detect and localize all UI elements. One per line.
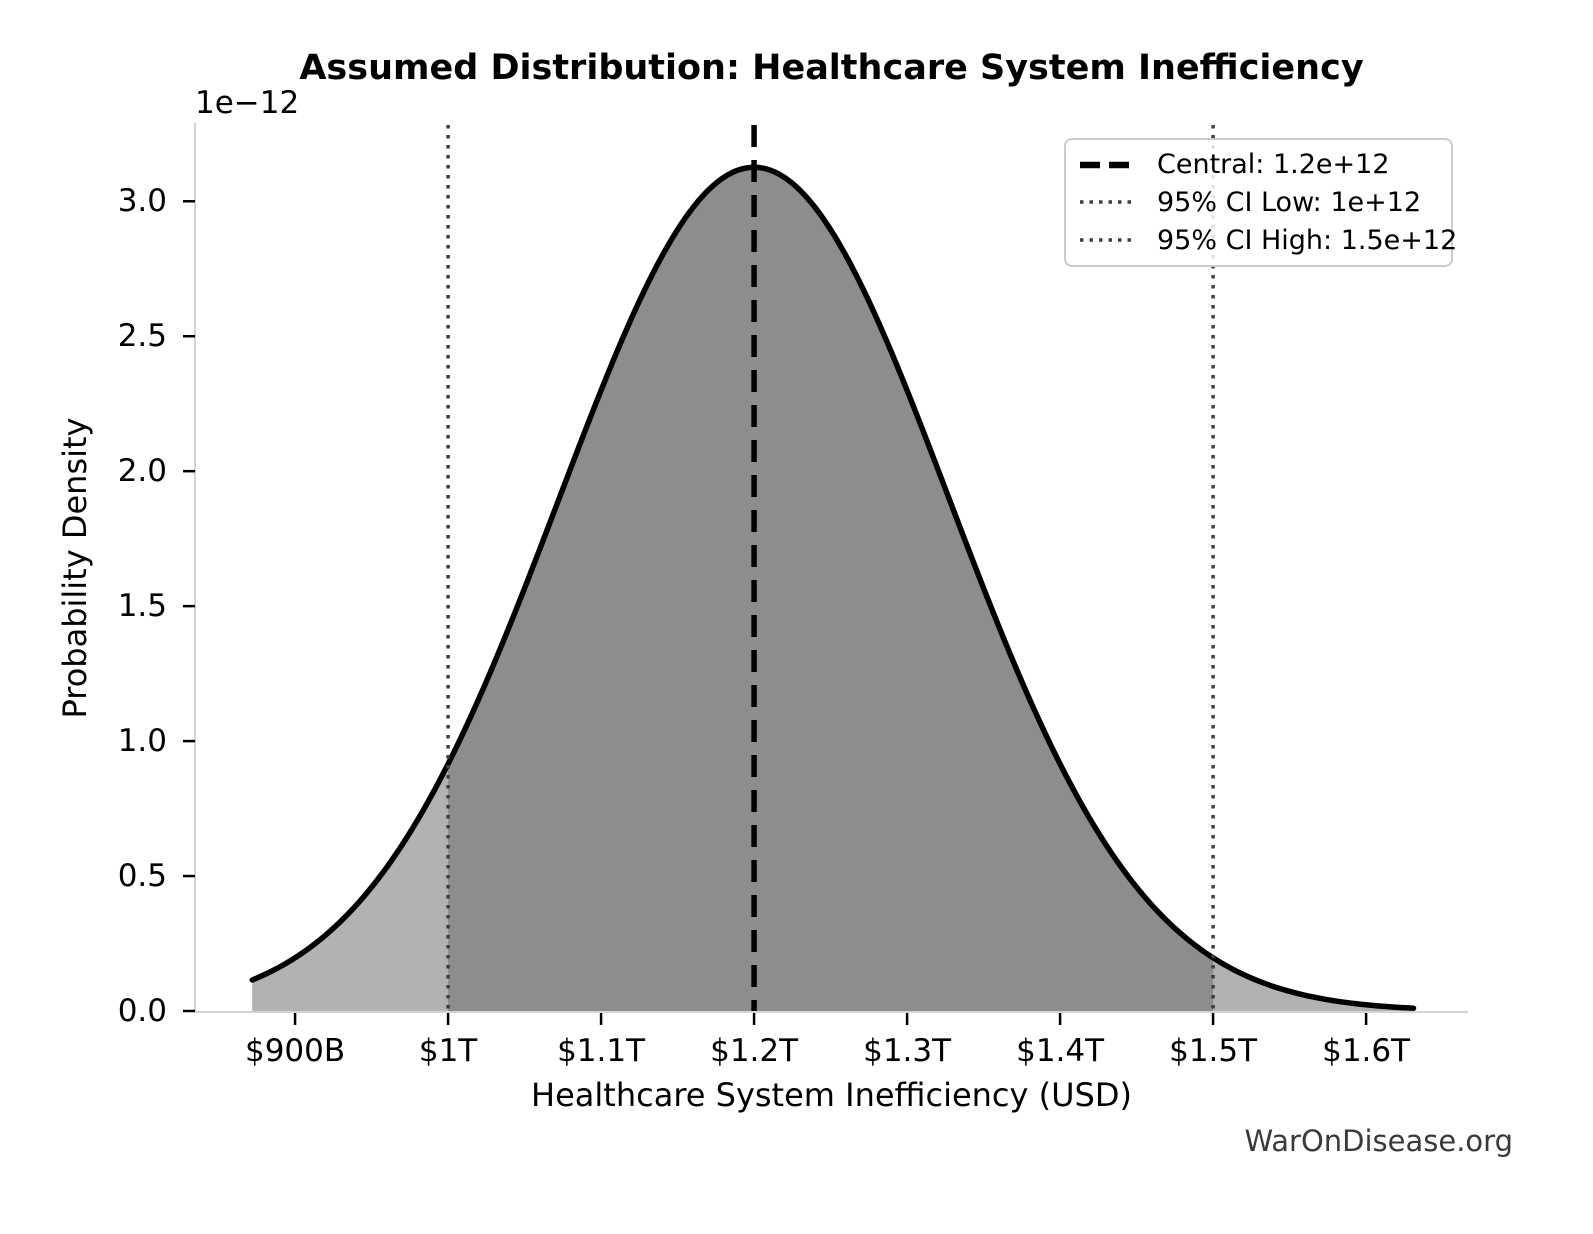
density-curve xyxy=(249,164,1417,1011)
legend-item-label: Central: 1.2e+12 xyxy=(1157,149,1390,181)
legend-line-sample-dotted-icon xyxy=(1080,238,1131,242)
y-tick-label: 2.0 xyxy=(117,453,167,490)
y-tick-label: 0.5 xyxy=(117,858,167,895)
y-tick-label: 3.0 xyxy=(117,183,167,220)
y-tick-label: 2.5 xyxy=(117,318,167,355)
legend-item-label: 95% CI Low: 1e+12 xyxy=(1157,186,1422,218)
legend-line-sample-dotted-icon xyxy=(1080,200,1131,205)
x-tick-label: $1.1T xyxy=(557,1033,646,1069)
watermark: WarOnDisease.org xyxy=(1244,1124,1513,1158)
legend-item: 95% CI High: 1.5e+12 xyxy=(1080,225,1457,256)
legend-line-sample-dashed-icon xyxy=(1080,161,1131,169)
x-tick-label: $1.4T xyxy=(1016,1033,1105,1069)
y-tick-label: 1.5 xyxy=(117,588,167,625)
chart-title: Assumed Distribution: Healthcare System … xyxy=(299,48,1364,88)
x-tick-label: $900B xyxy=(244,1033,346,1069)
x-tick-label: $1.3T xyxy=(863,1033,952,1069)
x-tick-label: $1.2T xyxy=(710,1033,799,1069)
y-tick-label: 0.0 xyxy=(117,993,167,1029)
legend: Central: 1.2e+12 95% CI Low: 1e+12 95% CI … xyxy=(1064,138,1457,267)
legend-item: Central: 1.2e+12 xyxy=(1080,149,1437,180)
y-axis-offset-label: 1e−12 xyxy=(195,85,300,121)
x-tick-label: $1T xyxy=(418,1033,478,1069)
ci-fill xyxy=(448,167,1214,1011)
x-axis-label: Healthcare System Inefficiency (USD) xyxy=(531,1076,1132,1114)
x-tick-label: $1.5T xyxy=(1169,1033,1258,1069)
legend-item-label: 95% CI High: 1.5e+12 xyxy=(1157,224,1458,256)
y-tick-label: 1.0 xyxy=(117,723,167,760)
legend-item: 95% CI Low: 1e+12 xyxy=(1080,187,1437,218)
x-tick-label: $1.6T xyxy=(1322,1033,1411,1069)
